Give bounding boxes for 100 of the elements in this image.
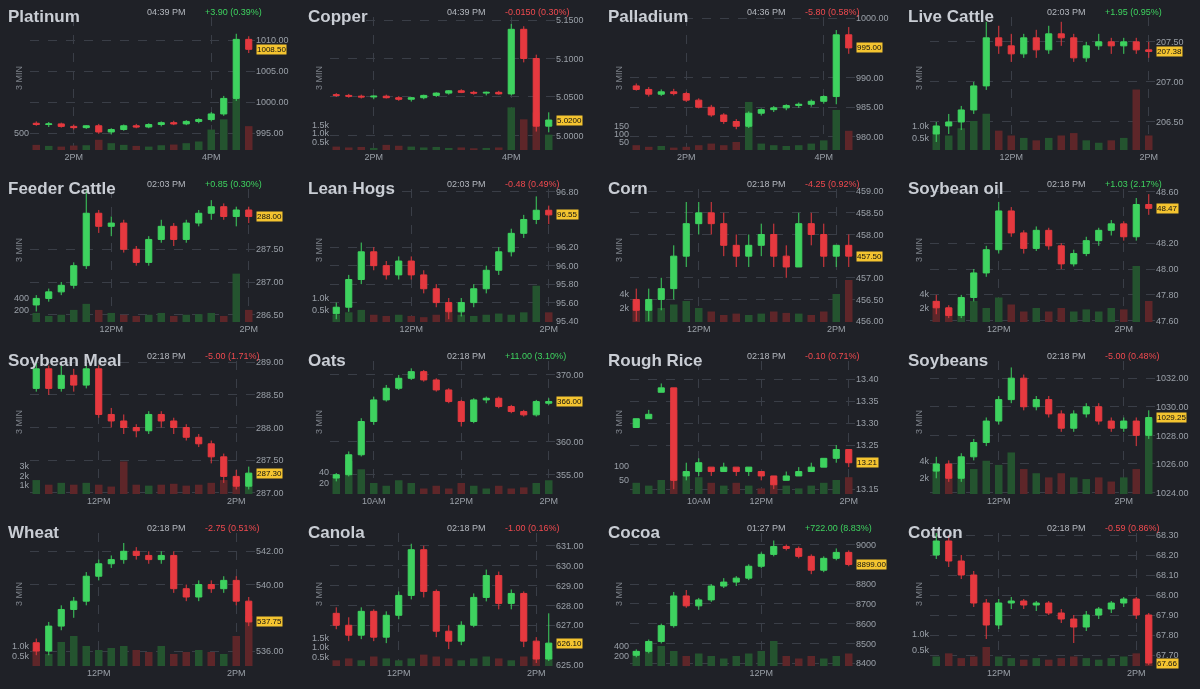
bar bbox=[1107, 658, 1115, 666]
bar bbox=[120, 144, 128, 150]
candlestick bbox=[170, 120, 178, 126]
bar bbox=[245, 309, 253, 322]
y2-tick-label: 20 bbox=[318, 478, 329, 489]
bar bbox=[1120, 309, 1128, 322]
y-tick-label: 457.00 bbox=[856, 272, 884, 283]
x-tick-label: 2PM bbox=[539, 496, 559, 506]
candlestick bbox=[745, 563, 753, 581]
bar bbox=[195, 141, 203, 150]
y2-tick-label: 2k bbox=[919, 303, 930, 314]
candlestick bbox=[1120, 416, 1128, 433]
y2-axis-title: 3 MIN bbox=[914, 409, 924, 434]
bar bbox=[407, 315, 415, 322]
chart-title: Soybeans bbox=[908, 350, 989, 370]
candlestick bbox=[720, 462, 728, 473]
annotation: 457.50 bbox=[857, 252, 883, 261]
x-tick-label: 12PM bbox=[986, 324, 1011, 334]
y-tick-label: 286.50 bbox=[256, 309, 284, 320]
y-tick-label: 67.90 bbox=[1156, 610, 1179, 621]
bar bbox=[82, 145, 90, 150]
bar bbox=[532, 285, 540, 322]
candlestick bbox=[1045, 227, 1053, 251]
candlestick bbox=[370, 246, 378, 271]
chart-subtitle: 04:39 PM bbox=[147, 7, 186, 17]
candlestick bbox=[482, 265, 490, 294]
candlestick bbox=[1020, 374, 1028, 411]
x-tick-label: 12PM bbox=[86, 496, 111, 506]
y-tick-label: 355.00 bbox=[556, 469, 584, 480]
candlestick bbox=[820, 94, 828, 105]
chart-subtitle: 02:03 PM bbox=[1047, 7, 1086, 17]
bar bbox=[1007, 452, 1015, 494]
bar bbox=[395, 480, 403, 494]
candlestick bbox=[382, 260, 390, 281]
x-tick-label: 12PM bbox=[386, 668, 411, 678]
bar bbox=[232, 98, 240, 150]
candlestick bbox=[107, 407, 115, 428]
candlestick bbox=[695, 597, 703, 611]
y2-axis-title: 3 MIN bbox=[14, 409, 24, 434]
bar bbox=[407, 483, 415, 494]
bar bbox=[445, 312, 453, 322]
candlestick bbox=[732, 466, 740, 477]
bar bbox=[95, 484, 103, 494]
candlestick bbox=[170, 222, 178, 247]
y-tick-label: 68.10 bbox=[1156, 570, 1179, 581]
bar bbox=[70, 145, 78, 150]
candlestick bbox=[382, 384, 390, 403]
y-tick-label: 625.00 bbox=[556, 660, 584, 671]
bar bbox=[520, 487, 528, 494]
candlestick bbox=[70, 261, 78, 290]
candlestick bbox=[507, 404, 515, 414]
chart-title: Palladium bbox=[608, 6, 689, 26]
candlestick bbox=[70, 596, 78, 619]
candlestick bbox=[982, 598, 990, 640]
bar bbox=[395, 660, 403, 666]
candlestick bbox=[732, 575, 740, 587]
candlestick bbox=[457, 88, 465, 94]
x-tick-label: 2PM bbox=[1139, 152, 1159, 162]
candlestick bbox=[1145, 193, 1153, 216]
bar bbox=[682, 656, 690, 666]
candlestick bbox=[407, 543, 415, 600]
bar bbox=[1145, 135, 1153, 150]
candlestick bbox=[632, 83, 640, 92]
y-tick-label: 67.80 bbox=[1156, 630, 1179, 641]
bar bbox=[720, 485, 728, 494]
bar bbox=[170, 654, 178, 666]
candlestick bbox=[1082, 402, 1090, 418]
candlestick bbox=[495, 90, 503, 96]
bar bbox=[1132, 89, 1140, 150]
y-tick-label: 456.50 bbox=[856, 294, 884, 305]
bar bbox=[520, 119, 528, 150]
y2-tick-label: 0.5k bbox=[311, 651, 330, 662]
candlestick bbox=[470, 283, 478, 308]
candlestick bbox=[1057, 608, 1065, 624]
x-tick-label: 10AM bbox=[361, 496, 386, 506]
bar bbox=[970, 656, 978, 666]
y2-tick-label: 0.5k bbox=[311, 136, 330, 147]
y-tick-label: 1026.00 bbox=[1156, 459, 1189, 470]
bar bbox=[357, 660, 365, 666]
chart-title: Lean Hogs bbox=[308, 178, 395, 198]
bar bbox=[445, 147, 453, 150]
y-tick-label: 287.00 bbox=[256, 487, 284, 498]
x-tick-label: 12PM bbox=[986, 668, 1011, 678]
y-tick-label: 629.00 bbox=[556, 580, 584, 591]
annotation: 1029.25 bbox=[1157, 413, 1187, 422]
bar bbox=[157, 145, 165, 150]
y-tick-label: 207.00 bbox=[1156, 77, 1184, 88]
bar bbox=[1057, 658, 1065, 666]
bar bbox=[57, 482, 65, 494]
y-tick-label: 287.50 bbox=[256, 455, 284, 466]
candlestick bbox=[820, 457, 828, 468]
x-tick-label: 10AM bbox=[686, 496, 711, 506]
bar bbox=[982, 647, 990, 666]
candlestick bbox=[420, 269, 428, 294]
chart-title: Platinum bbox=[8, 6, 80, 26]
bar bbox=[432, 485, 440, 494]
bar bbox=[145, 652, 153, 666]
bar bbox=[357, 469, 365, 494]
bar bbox=[32, 480, 40, 494]
candlestick bbox=[395, 255, 403, 281]
